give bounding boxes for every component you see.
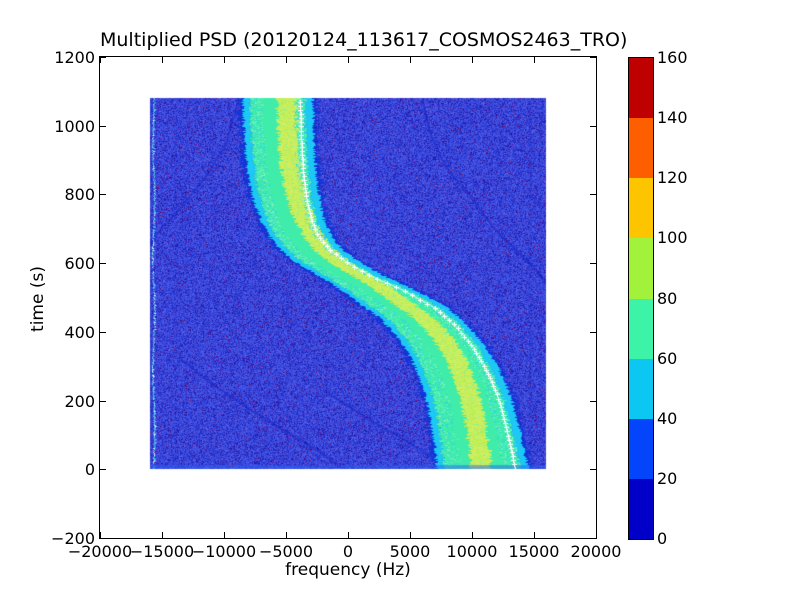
colorbar-tick-label: 140	[657, 108, 717, 127]
tick-mark	[100, 538, 106, 539]
colorbar-tick-label: 60	[657, 349, 717, 368]
tick-mark	[162, 532, 163, 538]
colorbar-segment	[629, 359, 653, 419]
figure: Multiplied PSD (20120124_113617_COSMOS24…	[0, 0, 800, 600]
y-tick-label: 1000	[19, 117, 95, 136]
plot-title: Multiplied PSD (20120124_113617_COSMOS24…	[100, 29, 596, 51]
colorbar-segment	[629, 58, 653, 118]
y-tick-label: −200	[19, 529, 95, 548]
tick-mark	[100, 401, 106, 402]
tick-mark	[224, 532, 225, 538]
colorbar-segment	[629, 118, 653, 178]
tick-mark	[100, 332, 106, 333]
tick-mark	[596, 57, 597, 63]
colorbar-segment	[629, 178, 653, 238]
y-tick-label: 200	[19, 392, 95, 411]
tick-mark	[590, 263, 596, 264]
y-tick-label: 0	[19, 460, 95, 479]
tick-mark	[162, 57, 163, 63]
colorbar-segment	[629, 479, 653, 539]
colorbar-segment	[629, 419, 653, 479]
colorbar-tick-label: 160	[657, 48, 717, 67]
colorbar	[628, 57, 654, 540]
tick-mark	[590, 57, 596, 58]
tick-mark	[100, 194, 106, 195]
y-tick-label: 800	[19, 185, 95, 204]
colorbar-tick-label: 100	[657, 228, 717, 247]
tick-mark	[348, 532, 349, 538]
tick-mark	[590, 469, 596, 470]
tick-mark	[590, 401, 596, 402]
psd-heatmap-canvas	[100, 57, 596, 538]
tick-mark	[590, 126, 596, 127]
tick-mark	[596, 532, 597, 538]
tick-mark	[410, 57, 411, 63]
tick-mark	[534, 57, 535, 63]
tick-mark	[100, 469, 106, 470]
colorbar-tick-label: 20	[657, 469, 717, 488]
tick-mark	[100, 263, 106, 264]
colorbar-tick-label: 120	[657, 168, 717, 187]
tick-mark	[472, 57, 473, 63]
colorbar-tick-label: 80	[657, 289, 717, 308]
tick-mark	[100, 57, 106, 58]
tick-mark	[590, 194, 596, 195]
x-axis-label: frequency (Hz)	[100, 560, 596, 580]
tick-mark	[534, 532, 535, 538]
x-tick-label: 20000	[551, 542, 641, 561]
colorbar-segment	[629, 299, 653, 359]
tick-mark	[286, 57, 287, 63]
tick-mark	[590, 538, 596, 539]
y-tick-label: 1200	[19, 48, 95, 67]
tick-mark	[286, 532, 287, 538]
tick-mark	[410, 532, 411, 538]
colorbar-tick-label: 40	[657, 409, 717, 428]
tick-mark	[100, 126, 106, 127]
tick-mark	[590, 332, 596, 333]
tick-mark	[472, 532, 473, 538]
tick-mark	[348, 57, 349, 63]
tick-mark	[224, 57, 225, 63]
colorbar-tick-label: 0	[657, 529, 717, 548]
colorbar-segment	[629, 238, 653, 298]
y-axis-label: time (s)	[28, 229, 48, 369]
